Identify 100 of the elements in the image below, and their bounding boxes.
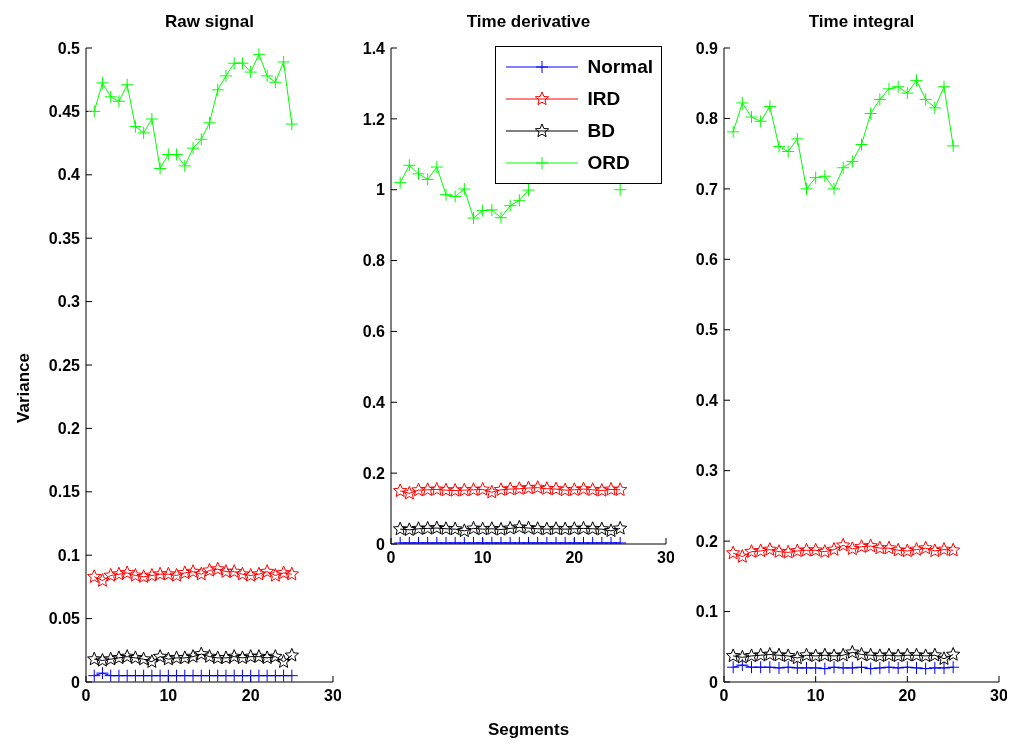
- point: [946, 542, 961, 557]
- point: [120, 78, 134, 92]
- y-tick-label: 0.1: [695, 603, 719, 621]
- point: [218, 650, 234, 665]
- point: [936, 651, 952, 665]
- point: [218, 564, 234, 578]
- point: [918, 540, 933, 555]
- point: [854, 647, 869, 661]
- point: [252, 48, 266, 61]
- point: [845, 541, 860, 556]
- point: [762, 647, 777, 661]
- point: [735, 96, 749, 110]
- point: [169, 567, 184, 582]
- point: [900, 543, 915, 558]
- point: [558, 482, 573, 497]
- point: [585, 482, 600, 496]
- point: [772, 661, 786, 675]
- point: [826, 542, 842, 556]
- point: [726, 545, 741, 560]
- point: [95, 652, 110, 667]
- point: [735, 658, 749, 672]
- point: [763, 99, 777, 113]
- point: [243, 567, 258, 582]
- y-tick-label: 0.3: [57, 293, 81, 311]
- y-tick-label: 0.1: [57, 546, 81, 564]
- point: [177, 650, 192, 665]
- point: [937, 80, 951, 94]
- point: [475, 521, 490, 536]
- point: [128, 650, 143, 665]
- chart-title: Raw signal: [164, 12, 255, 32]
- point: [521, 480, 536, 495]
- point: [484, 484, 499, 499]
- point: [576, 520, 591, 535]
- x-tick-label: 20: [241, 687, 260, 705]
- y-tick-label: 0.5: [57, 39, 81, 57]
- point: [210, 650, 225, 665]
- point: [120, 649, 135, 663]
- point: [881, 540, 897, 555]
- y-tick-label: 0: [71, 673, 81, 691]
- y-tick-label: 0.2: [695, 532, 719, 550]
- point: [185, 649, 201, 663]
- point: [243, 649, 258, 663]
- point: [161, 566, 176, 581]
- y-tick-label: 0.4: [695, 391, 719, 409]
- point: [457, 523, 472, 538]
- y-tick-label: 1: [376, 181, 386, 199]
- y-tick-label: 0.4: [57, 166, 81, 184]
- point: [836, 537, 851, 552]
- point: [251, 649, 267, 663]
- point: [393, 521, 408, 536]
- point: [936, 542, 952, 556]
- y-axis-title: Variance: [14, 353, 34, 423]
- point: [928, 101, 942, 115]
- point: [194, 132, 208, 146]
- point: [864, 107, 878, 121]
- point: [448, 521, 463, 536]
- point: [194, 566, 209, 581]
- point: [402, 485, 417, 500]
- point: [448, 189, 462, 203]
- point: [466, 520, 481, 535]
- point: [136, 569, 151, 583]
- x-tick-label: 30: [324, 687, 342, 705]
- point: [95, 76, 109, 90]
- point: [144, 654, 160, 668]
- point: [946, 139, 960, 153]
- point: [881, 647, 897, 662]
- x-tick-label: 10: [159, 687, 178, 705]
- x-tick-label: 10: [806, 687, 825, 705]
- point: [120, 565, 135, 580]
- x-tick-label: 30: [657, 549, 675, 567]
- point: [194, 646, 209, 661]
- point: [771, 647, 787, 662]
- point: [744, 544, 759, 558]
- point: [548, 481, 564, 496]
- point: [493, 482, 509, 496]
- point: [826, 648, 842, 663]
- point: [402, 522, 417, 536]
- point: [576, 481, 591, 496]
- point: [178, 159, 192, 173]
- point: [457, 182, 471, 196]
- point: [235, 650, 250, 665]
- point: [284, 647, 299, 662]
- point: [251, 566, 267, 581]
- point: [503, 199, 517, 213]
- point: [467, 211, 480, 225]
- legend-label: IRD: [587, 88, 621, 110]
- point: [753, 543, 768, 558]
- point: [484, 521, 499, 535]
- y-tick-label: 0.15: [48, 483, 81, 501]
- point: [781, 648, 796, 663]
- point: [144, 567, 160, 582]
- point: [503, 481, 518, 496]
- point: [910, 661, 923, 675]
- point: [817, 544, 832, 558]
- point: [466, 482, 481, 496]
- point: [277, 55, 291, 69]
- point: [790, 543, 805, 558]
- point: [475, 481, 490, 496]
- point: [153, 161, 167, 175]
- point: [790, 650, 805, 665]
